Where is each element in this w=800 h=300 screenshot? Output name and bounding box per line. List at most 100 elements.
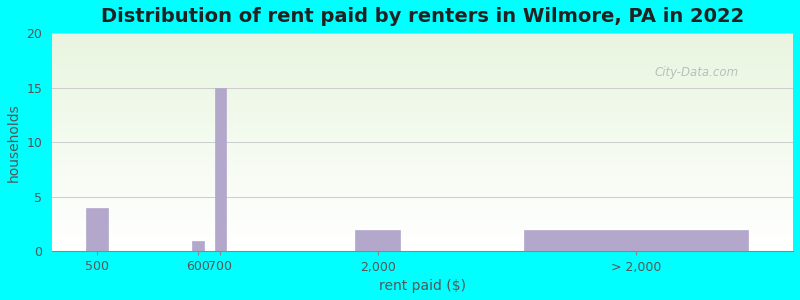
Bar [52,62,793,63]
Bar [524,230,748,251]
Bar [52,54,793,55]
Bar [52,132,793,133]
Bar [52,143,793,144]
Bar [52,246,793,247]
Bar [52,230,793,231]
Bar [52,96,793,97]
Bar [52,249,793,250]
Bar [52,241,793,242]
Bar [52,238,793,239]
Bar [52,123,793,124]
Bar [52,97,793,98]
Bar [52,208,793,209]
Bar [52,106,793,107]
Bar [52,99,793,100]
Title: Distribution of rent paid by renters in Wilmore, PA in 2022: Distribution of rent paid by renters in … [101,7,744,26]
Bar [52,44,793,45]
Bar [52,110,793,111]
Y-axis label: households: households [7,103,21,182]
Bar [52,137,793,138]
Bar [52,90,793,91]
Bar [52,193,793,194]
Bar [52,104,793,105]
Bar [52,226,793,227]
X-axis label: rent paid ($): rent paid ($) [379,279,466,293]
Bar [52,160,793,161]
Bar [52,84,793,85]
Bar [52,63,793,64]
Bar [52,244,793,245]
Bar [52,46,793,47]
Bar [52,67,793,68]
Bar [52,98,793,99]
Bar [52,190,793,191]
Bar [52,189,793,190]
Bar [52,126,793,127]
Bar [52,108,793,109]
Bar [86,208,108,251]
Bar [52,196,793,197]
Bar [52,92,793,93]
Bar [52,85,793,86]
Bar [52,42,793,43]
Bar [52,147,793,148]
Bar [52,201,793,202]
Bar [52,115,793,116]
Bar [52,174,793,175]
Bar [52,36,793,37]
Bar [52,150,793,151]
Bar [52,93,793,94]
Bar [52,245,793,246]
Bar [52,117,793,118]
Bar [52,213,793,214]
Bar [52,145,793,146]
Bar [52,41,793,42]
Bar [52,232,793,233]
Bar [52,52,793,53]
Bar [52,229,793,230]
Bar [52,128,793,129]
Bar [52,60,793,61]
Bar [52,59,793,60]
Bar [52,124,793,125]
Bar [52,221,793,222]
Bar [52,118,793,119]
Bar [52,181,793,182]
Bar [52,187,793,188]
Bar [52,159,793,160]
Bar [215,88,226,251]
Bar [52,122,793,123]
Bar [52,69,793,70]
Bar [52,205,793,206]
Bar [52,164,793,165]
Bar [52,45,793,46]
Bar [52,102,793,103]
Bar [52,138,793,139]
Bar [52,228,793,229]
Bar [52,55,793,56]
Bar [52,158,793,159]
Bar [52,38,793,39]
Bar [52,210,793,211]
Bar [52,107,793,108]
Bar [52,160,793,161]
Bar [52,136,793,137]
Bar [193,241,204,251]
Bar [52,66,793,67]
Bar [52,214,793,215]
Bar [52,80,793,81]
Bar [52,65,793,66]
Bar [52,135,793,136]
Bar [52,101,793,102]
Bar [52,56,793,57]
Bar [52,125,793,126]
Bar [52,212,793,213]
Bar [52,243,793,244]
Bar [52,43,793,44]
Bar [52,192,793,193]
Bar [52,57,793,58]
Bar [52,235,793,236]
Bar [52,186,793,187]
Bar [52,191,793,192]
Bar [52,198,793,199]
